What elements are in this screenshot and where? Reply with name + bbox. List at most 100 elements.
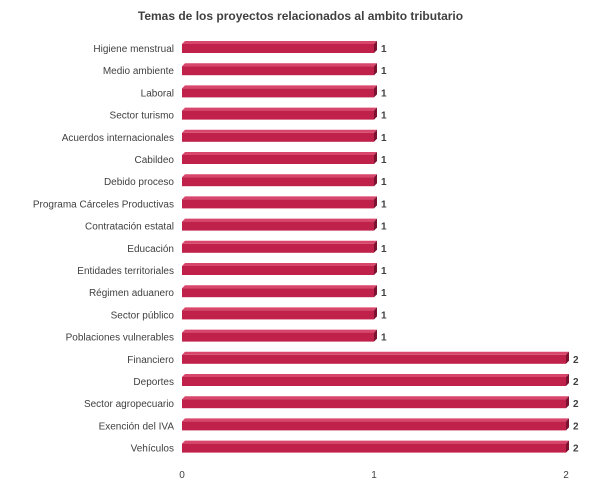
bar-front-face [182, 243, 374, 253]
bar-side-face [566, 440, 569, 453]
bar-top-face [182, 41, 377, 44]
category-label: Medio ambiente [103, 66, 175, 77]
bar-side-face [374, 129, 377, 142]
category-labels-layer: Higiene menstrual Medio ambiente Laboral Se… [33, 44, 175, 455]
bar-side-face [374, 240, 377, 253]
bar-top-face [182, 63, 377, 67]
category-label: Acuerdos internacionales [62, 133, 174, 144]
bar-top-face [182, 418, 569, 422]
bar-front-face [182, 332, 374, 342]
category-label: Debido proceso [104, 177, 174, 188]
category-label: Sector agropecuario [84, 399, 174, 410]
bars-layer [182, 41, 569, 453]
bar-top-face [182, 351, 569, 355]
bar-18 [182, 440, 569, 453]
category-label: Poblaciones vulnerables [66, 333, 174, 344]
category-label: Financiero [127, 355, 174, 366]
bar-side-face [566, 351, 569, 364]
bar-front-face [182, 221, 374, 231]
value-label: 1 [381, 133, 387, 144]
bar-0 [182, 41, 377, 53]
category-label: Contratación estatal [85, 222, 174, 233]
value-label: 1 [381, 222, 387, 233]
bar-top-face [182, 263, 377, 266]
bar-front-face [182, 310, 374, 320]
chart-title: Temas de los proyectos relacionados al a… [137, 9, 464, 23]
bar-side-face [374, 285, 377, 298]
value-label: 2 [573, 444, 579, 455]
bar-side-face [374, 152, 377, 164]
value-label: 1 [381, 88, 387, 99]
category-label: Sector turismo [110, 111, 175, 122]
bar-front-face [182, 132, 374, 142]
bar-top-face [182, 329, 377, 333]
bar-side-face [374, 329, 377, 342]
bar-front-face [182, 177, 374, 187]
bar-9 [182, 240, 377, 253]
category-label: Deportes [133, 377, 174, 388]
bar-front-face [182, 377, 566, 386]
value-label: 1 [381, 177, 387, 188]
category-label: Higiene menstrual [93, 44, 174, 55]
value-label: 1 [381, 155, 387, 166]
bar-side-face [374, 307, 377, 320]
bar-7 [182, 196, 377, 209]
bar-10 [182, 263, 377, 275]
bar-front-face [182, 66, 374, 76]
value-label: 1 [381, 266, 387, 277]
bar-front-face [182, 266, 374, 275]
value-label: 2 [573, 377, 579, 388]
bar-front-face [182, 88, 374, 98]
value-label: 1 [381, 333, 387, 344]
category-label: Educación [127, 244, 174, 255]
bar-front-face [182, 421, 566, 431]
category-label: Laboral [141, 88, 174, 99]
bar-8 [182, 218, 377, 231]
bar-top-face [182, 307, 377, 311]
bar-side-face [374, 85, 377, 98]
bar-side-face [374, 107, 377, 120]
bar-top-face [182, 440, 569, 444]
category-label: Cabildeo [135, 155, 175, 166]
bar-6 [182, 174, 377, 187]
bar-front-face [182, 199, 374, 209]
bar-12 [182, 307, 377, 320]
bar-side-face [374, 174, 377, 187]
x-tick-label: 1 [371, 470, 377, 481]
value-label: 1 [381, 111, 387, 122]
bar-top-face [182, 152, 377, 155]
bar-top-face [182, 374, 569, 377]
bar-front-face [182, 110, 374, 120]
bar-top-face [182, 396, 569, 400]
category-label: Vehículos [131, 444, 174, 455]
bar-top-face [182, 218, 377, 222]
value-label: 1 [381, 244, 387, 255]
value-label: 2 [573, 421, 579, 432]
value-label: 1 [381, 310, 387, 321]
bar-side-face [374, 263, 377, 275]
bar-top-face [182, 85, 377, 89]
bar-front-face [182, 354, 566, 364]
bar-side-face [566, 374, 569, 386]
bar-16 [182, 396, 569, 409]
category-label: Exención del IVA [99, 421, 175, 432]
x-tick-label: 2 [563, 470, 569, 481]
bar-top-face [182, 174, 377, 178]
bar-side-face [374, 41, 377, 53]
value-label: 2 [573, 355, 579, 366]
value-label: 1 [381, 66, 387, 77]
bar-top-face [182, 196, 377, 200]
value-label: 1 [381, 44, 387, 55]
bar-top-face [182, 129, 377, 133]
bar-side-face [566, 396, 569, 409]
bar-11 [182, 285, 377, 298]
bar-5 [182, 152, 377, 164]
bar-4 [182, 129, 377, 142]
x-tick-label: 0 [179, 470, 185, 481]
bar-3 [182, 107, 377, 120]
value-label: 1 [381, 288, 387, 299]
bar-13 [182, 329, 377, 342]
bar-top-face [182, 107, 377, 111]
bar-top-face [182, 240, 377, 244]
category-label: Entidades territoriales [77, 266, 174, 277]
